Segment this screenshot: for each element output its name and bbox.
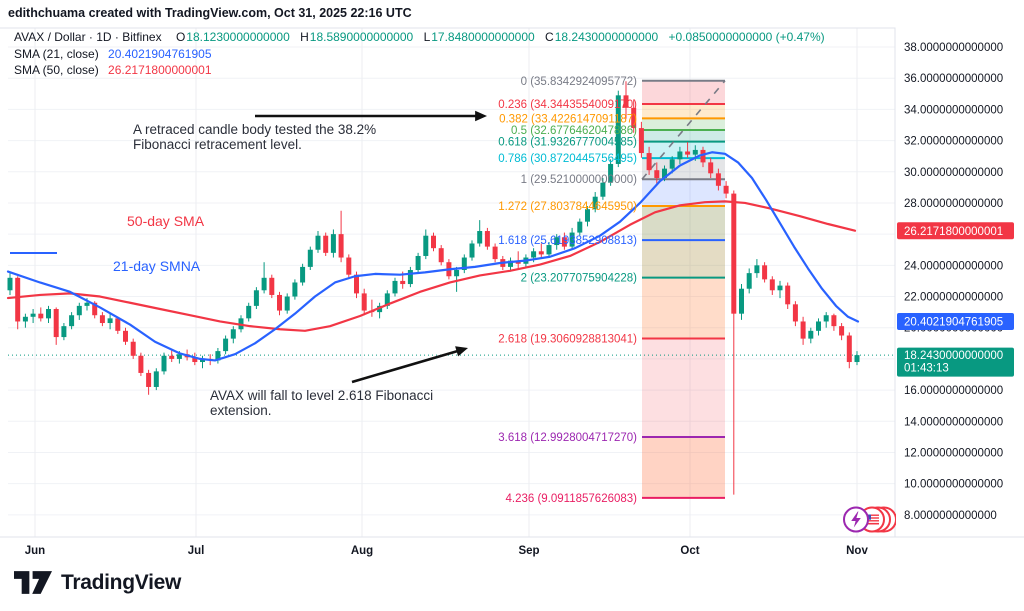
tradingview-logo-text: TradingView [61,570,182,594]
sma21-label: SMA (21, close) [14,47,99,61]
svg-text:4.236 (9.0911857626083): 4.236 (9.0911857626083) [505,493,637,505]
lightning-icon[interactable] [843,506,869,533]
svg-text:10.0000000000000: 10.0000000000000 [904,479,1003,491]
sma50-value: 26.2171800000001 [108,63,212,77]
svg-text:2 (23.2077075904228): 2 (23.2077075904228) [521,273,638,285]
svg-text:01:43:13: 01:43:13 [904,363,949,375]
sma21-value: 20.4021904761905 [108,47,212,61]
svg-text:1.618 (25.6193852908813): 1.618 (25.6193852908813) [498,235,637,247]
open-label: O [175,30,186,44]
low-value: 17.8480000000000 [431,30,535,44]
close-label: C [545,30,554,44]
svg-text:1.272 (27.8037844645950): 1.272 (27.8037844645950) [498,201,637,213]
svg-text:0.5 (32.6776462047886): 0.5 (32.6776462047886) [511,125,637,137]
annotation-fib-extension[interactable]: AVAX will fall to level 2.618 Fibonacci … [210,388,434,419]
svg-text:22.0000000000000: 22.0000000000000 [904,292,1003,304]
svg-text:0 (35.8342924095772): 0 (35.8342924095772) [521,76,638,88]
svg-text:20.4021904761905: 20.4021904761905 [904,316,1003,328]
svg-text:Sep: Sep [518,545,539,557]
fib-labels: 0 (35.8342924095772) 0.236 (34.3443554009… [498,76,637,505]
close-value: 18.2430000000000 [554,30,659,44]
svg-text:0.382 (33.4226147091187): 0.382 (33.4226147091187) [499,113,637,125]
legend-sma50-row[interactable]: SMA (50, close) 26.2171800000001 [14,63,212,77]
svg-text:34.0000000000000: 34.0000000000000 [904,104,1003,116]
high-label: H [300,30,309,44]
svg-text:12.0000000000000: 12.0000000000000 [904,447,1003,459]
svg-text:18.2430000000000: 18.2430000000000 [904,350,1003,362]
price-badges: 26.2171800000001 20.4021904761905 18.24300… [897,222,1014,377]
svg-text:28.0000000000000: 28.0000000000000 [904,198,1003,210]
svg-text:38.0000000000000: 38.0000000000000 [904,42,1003,54]
grid [0,27,1024,537]
svg-text:3.618 (12.9928004717270): 3.618 (12.9928004717270) [498,432,637,444]
sma-50-line [6,200,857,332]
svg-text:Nov: Nov [846,545,868,557]
change-value: +0.0850000000000 (+0.47%) [668,30,825,44]
annotation-arrows [255,110,487,384]
credit-line: edithchuama created with TradingView.com… [8,6,412,20]
svg-text:32.0000000000000: 32.0000000000000 [904,136,1003,148]
fib-retracement [641,79,726,499]
svg-text:Aug: Aug [351,545,373,557]
tradingview-logo: TradingView [14,568,181,597]
time-axis[interactable]: Jun Jul Aug Sep Oct Nov [0,536,1024,568]
svg-text:14.0000000000000: 14.0000000000000 [904,416,1003,428]
svg-text:24.0000000000000: 24.0000000000000 [904,260,1003,272]
svg-text:36.0000000000000: 36.0000000000000 [904,73,1003,85]
high-value: 18.5890000000000 [309,30,414,44]
price-axis[interactable]: 38.0000000000000 36.0000000000000 34.00000… [894,0,1024,611]
svg-text:26.2171800000001: 26.2171800000001 [904,226,1003,238]
svg-text:Jul: Jul [188,545,205,557]
sma-21-line [6,151,860,362]
us-flag-icon[interactable] [859,506,897,533]
legend-sma21-row[interactable]: SMA (21, close) 20.4021904761905 [14,47,212,61]
symbol-title: AVAX / Dollar · 1D · Bitfinex [14,30,162,44]
open-value: 18.1230000000000 [186,30,290,44]
svg-text:1 (29.5210000000000): 1 (29.5210000000000) [521,174,638,186]
timeline-event-icons[interactable] [840,503,897,542]
svg-text:0.618 (31.9326777004585): 0.618 (31.9326777004585) [498,137,637,149]
label-50day-sma[interactable]: 50-day SMA [127,213,205,229]
svg-text:30.0000000000000: 30.0000000000000 [904,167,1003,179]
svg-text:0.236 (34.3443554009170): 0.236 (34.3443554009170) [498,99,637,111]
tradingview-logo-icon [14,571,52,594]
svg-text:0.786 (30.8720445756495): 0.786 (30.8720445756495) [498,153,637,165]
svg-text:8.0000000000000: 8.0000000000000 [904,510,997,522]
label-21day-sma[interactable]: 21-day SMNA [113,258,201,274]
svg-text:2.618 (19.3060928813041): 2.618 (19.3060928813041) [498,334,637,346]
svg-text:16.0000000000000: 16.0000000000000 [904,385,1003,397]
svg-text:Jun: Jun [25,545,45,557]
svg-text:Oct: Oct [680,545,699,557]
low-label: L [423,30,431,44]
legend-symbol-row[interactable]: AVAX / Dollar · 1D · Bitfinex O18.123000… [14,30,825,44]
sma50-label: SMA (50, close) [14,63,99,77]
annotation-fib-test[interactable]: A retraced candle body tested the 38.2% … [133,122,377,153]
